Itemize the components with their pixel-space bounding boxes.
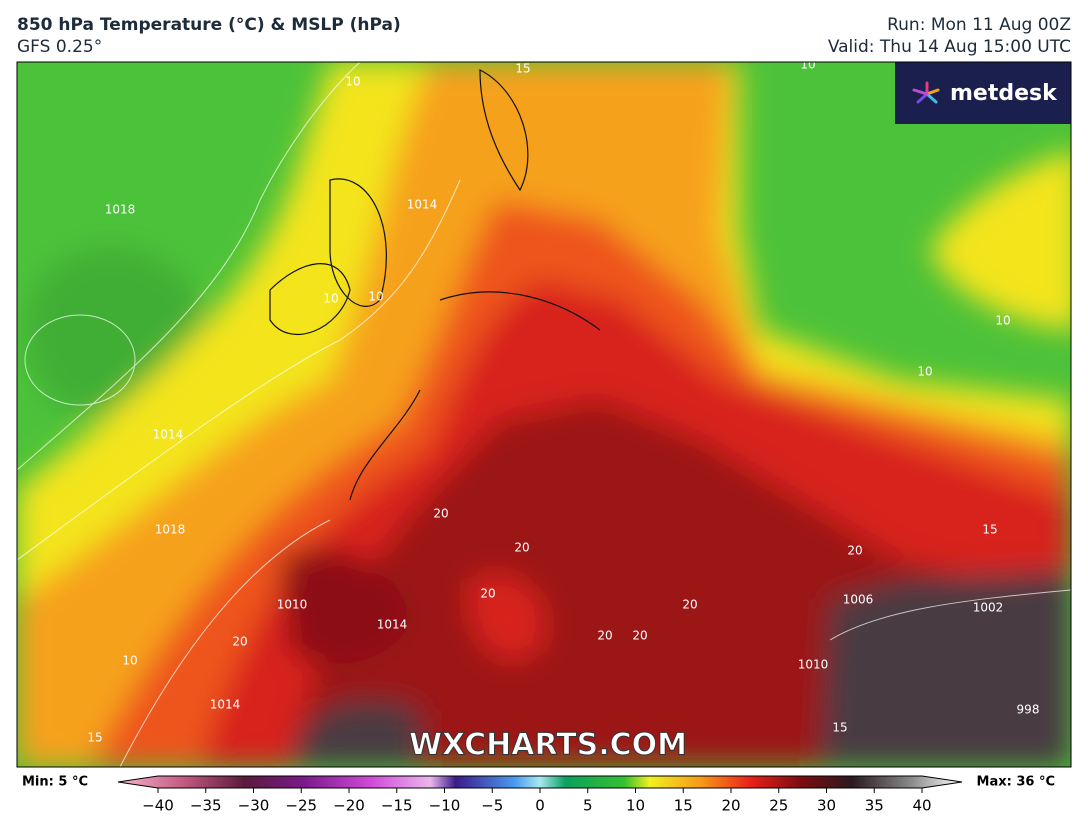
contour-label: 998 [1017, 703, 1040, 717]
colorbar [117, 775, 963, 789]
model: GFS 0.25° [17, 37, 102, 57]
contour-label: 10 [917, 365, 932, 379]
contour-label: 20 [232, 635, 247, 649]
colorbar-tick-label: 20 [721, 797, 740, 815]
contour-label: 20 [847, 544, 862, 558]
colorbar-tick-label: 40 [912, 797, 931, 815]
contour-label: 20 [597, 629, 612, 643]
contour-label: 15 [515, 62, 530, 76]
colorbar-tick-label: −10 [429, 797, 461, 815]
colorbar-tick-label: 30 [817, 797, 836, 815]
colorbar-tick-label: −25 [285, 797, 317, 815]
run-time: Run: Mon 11 Aug 00Z [887, 15, 1071, 35]
contour-label: 15 [982, 523, 997, 537]
colorbar-tick-label: −15 [381, 797, 413, 815]
colorbar-tick-label: 25 [769, 797, 788, 815]
colorbar-tick-label: 35 [865, 797, 884, 815]
map-frame [16, 61, 1072, 768]
contour-label: 20 [632, 629, 647, 643]
contour-label: 1006 [843, 593, 874, 607]
colorbar-tick-label: 0 [535, 797, 545, 815]
contour-label: 20 [514, 541, 529, 555]
contour-label: 10 [368, 290, 383, 304]
contour-label: 15 [87, 731, 102, 745]
logo-text: metdesk [950, 81, 1058, 106]
colorbar-tick-label: 5 [583, 797, 593, 815]
contour-label: 20 [682, 598, 697, 612]
contour-label: 1002 [973, 601, 1004, 615]
contour-label: 1014 [153, 428, 184, 442]
contour-label: 1018 [105, 203, 136, 217]
contour-label: 10 [995, 314, 1010, 328]
colorbar-tick-label: −35 [190, 797, 222, 815]
colorbar-tick-label: −40 [142, 797, 174, 815]
contour-label: 10 [800, 58, 815, 72]
contour-label: 20 [433, 507, 448, 521]
colorbar-tick-label: 15 [674, 797, 693, 815]
contour-label: 1014 [377, 618, 408, 632]
colorbar-tick-label: −30 [238, 797, 270, 815]
contour-label: 1014 [210, 698, 241, 712]
colorbar-tick-label: −5 [481, 797, 503, 815]
contour-label: 1014 [407, 198, 438, 212]
title: 850 hPa Temperature (°C) & MSLP (hPa) [17, 15, 401, 35]
watermark: WXCHARTS.COM [409, 728, 687, 763]
max-label: Max: 36 °C [977, 775, 1055, 790]
contour-label: 1010 [798, 658, 829, 672]
colorbar-tick-label: 10 [626, 797, 645, 815]
colorbar-tick-label: −20 [333, 797, 365, 815]
contour-label: 1010 [277, 598, 308, 612]
contour-label: 10 [345, 75, 360, 89]
contour-label: 10 [323, 292, 338, 306]
contour-label: 15 [832, 721, 847, 735]
min-label: Min: 5 °C [22, 775, 88, 790]
contour-label: 20 [480, 587, 495, 601]
valid-time: Valid: Thu 14 Aug 15:00 UTC [828, 37, 1071, 57]
contour-label: 1018 [155, 523, 186, 537]
logo-icon [912, 81, 940, 104]
contour-label: 10 [122, 654, 137, 668]
